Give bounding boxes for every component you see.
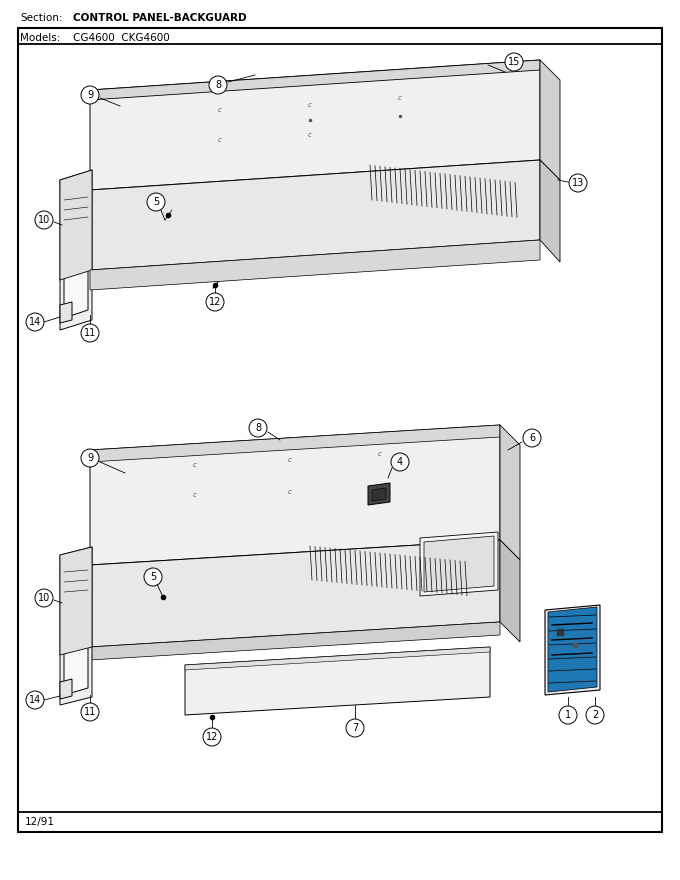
- Polygon shape: [372, 488, 386, 501]
- Text: CG4600  CKG4600: CG4600 CKG4600: [73, 33, 170, 43]
- Polygon shape: [185, 647, 490, 715]
- Polygon shape: [368, 483, 390, 505]
- Text: c: c: [378, 484, 382, 490]
- Text: Section:: Section:: [20, 13, 63, 23]
- Circle shape: [206, 293, 224, 311]
- Text: 5: 5: [150, 572, 156, 582]
- Polygon shape: [545, 605, 600, 695]
- Text: 6: 6: [529, 433, 535, 443]
- Text: c: c: [193, 492, 197, 498]
- Circle shape: [144, 568, 162, 586]
- Polygon shape: [500, 540, 520, 642]
- Polygon shape: [60, 547, 92, 705]
- Text: 14: 14: [29, 695, 41, 705]
- Circle shape: [523, 429, 541, 447]
- Polygon shape: [90, 160, 540, 270]
- Circle shape: [559, 706, 577, 724]
- Text: 10: 10: [38, 215, 50, 225]
- Circle shape: [147, 193, 165, 211]
- Polygon shape: [540, 60, 560, 180]
- Text: c: c: [288, 489, 292, 495]
- Text: c: c: [308, 132, 312, 138]
- Circle shape: [26, 691, 44, 709]
- Text: 8: 8: [215, 80, 221, 90]
- Text: c: c: [218, 137, 222, 143]
- Text: 14: 14: [29, 317, 41, 327]
- Polygon shape: [60, 170, 92, 330]
- Polygon shape: [500, 425, 520, 560]
- Text: 10: 10: [38, 593, 50, 603]
- Polygon shape: [64, 179, 88, 318]
- Polygon shape: [424, 536, 494, 592]
- Polygon shape: [90, 60, 540, 190]
- Text: 12: 12: [206, 732, 218, 742]
- Text: c: c: [193, 462, 197, 468]
- Text: 5: 5: [153, 197, 159, 207]
- Polygon shape: [185, 647, 490, 670]
- Text: 9: 9: [87, 90, 93, 100]
- Circle shape: [81, 324, 99, 342]
- Text: 11: 11: [84, 328, 96, 338]
- Polygon shape: [548, 607, 597, 692]
- Text: c: c: [378, 451, 382, 457]
- Circle shape: [81, 449, 99, 467]
- Polygon shape: [420, 532, 498, 596]
- Text: 8: 8: [255, 423, 261, 433]
- Text: 1: 1: [565, 710, 571, 720]
- Circle shape: [569, 174, 587, 192]
- Circle shape: [209, 76, 227, 94]
- Text: 15: 15: [508, 57, 520, 67]
- Polygon shape: [90, 425, 500, 462]
- Text: Models:: Models:: [20, 33, 61, 43]
- Circle shape: [203, 728, 221, 746]
- Text: 2: 2: [592, 710, 598, 720]
- Circle shape: [81, 86, 99, 104]
- Text: 12: 12: [209, 297, 221, 307]
- Polygon shape: [64, 555, 88, 695]
- Text: CONTROL PANEL-BACKGUARD: CONTROL PANEL-BACKGUARD: [73, 13, 247, 23]
- Text: c: c: [288, 457, 292, 463]
- Circle shape: [346, 719, 364, 737]
- Text: c: c: [308, 102, 312, 108]
- Polygon shape: [90, 240, 540, 290]
- Polygon shape: [60, 547, 92, 655]
- Circle shape: [249, 419, 267, 437]
- Polygon shape: [90, 540, 500, 647]
- Polygon shape: [90, 60, 540, 100]
- Text: 7: 7: [352, 723, 358, 733]
- Text: c: c: [218, 107, 222, 113]
- Text: 9: 9: [87, 453, 93, 463]
- Polygon shape: [60, 302, 72, 323]
- Text: 11: 11: [84, 707, 96, 717]
- Polygon shape: [60, 170, 92, 280]
- Text: 4: 4: [397, 457, 403, 467]
- Polygon shape: [90, 425, 500, 565]
- Circle shape: [26, 313, 44, 331]
- Circle shape: [505, 53, 523, 71]
- Polygon shape: [60, 679, 72, 699]
- Polygon shape: [90, 622, 500, 660]
- Circle shape: [35, 211, 53, 229]
- Circle shape: [586, 706, 604, 724]
- Circle shape: [35, 589, 53, 607]
- Text: 13: 13: [572, 178, 584, 188]
- Text: 12/91: 12/91: [25, 817, 55, 827]
- Circle shape: [391, 453, 409, 471]
- Circle shape: [81, 703, 99, 721]
- Text: c: c: [398, 95, 402, 101]
- Polygon shape: [540, 160, 560, 262]
